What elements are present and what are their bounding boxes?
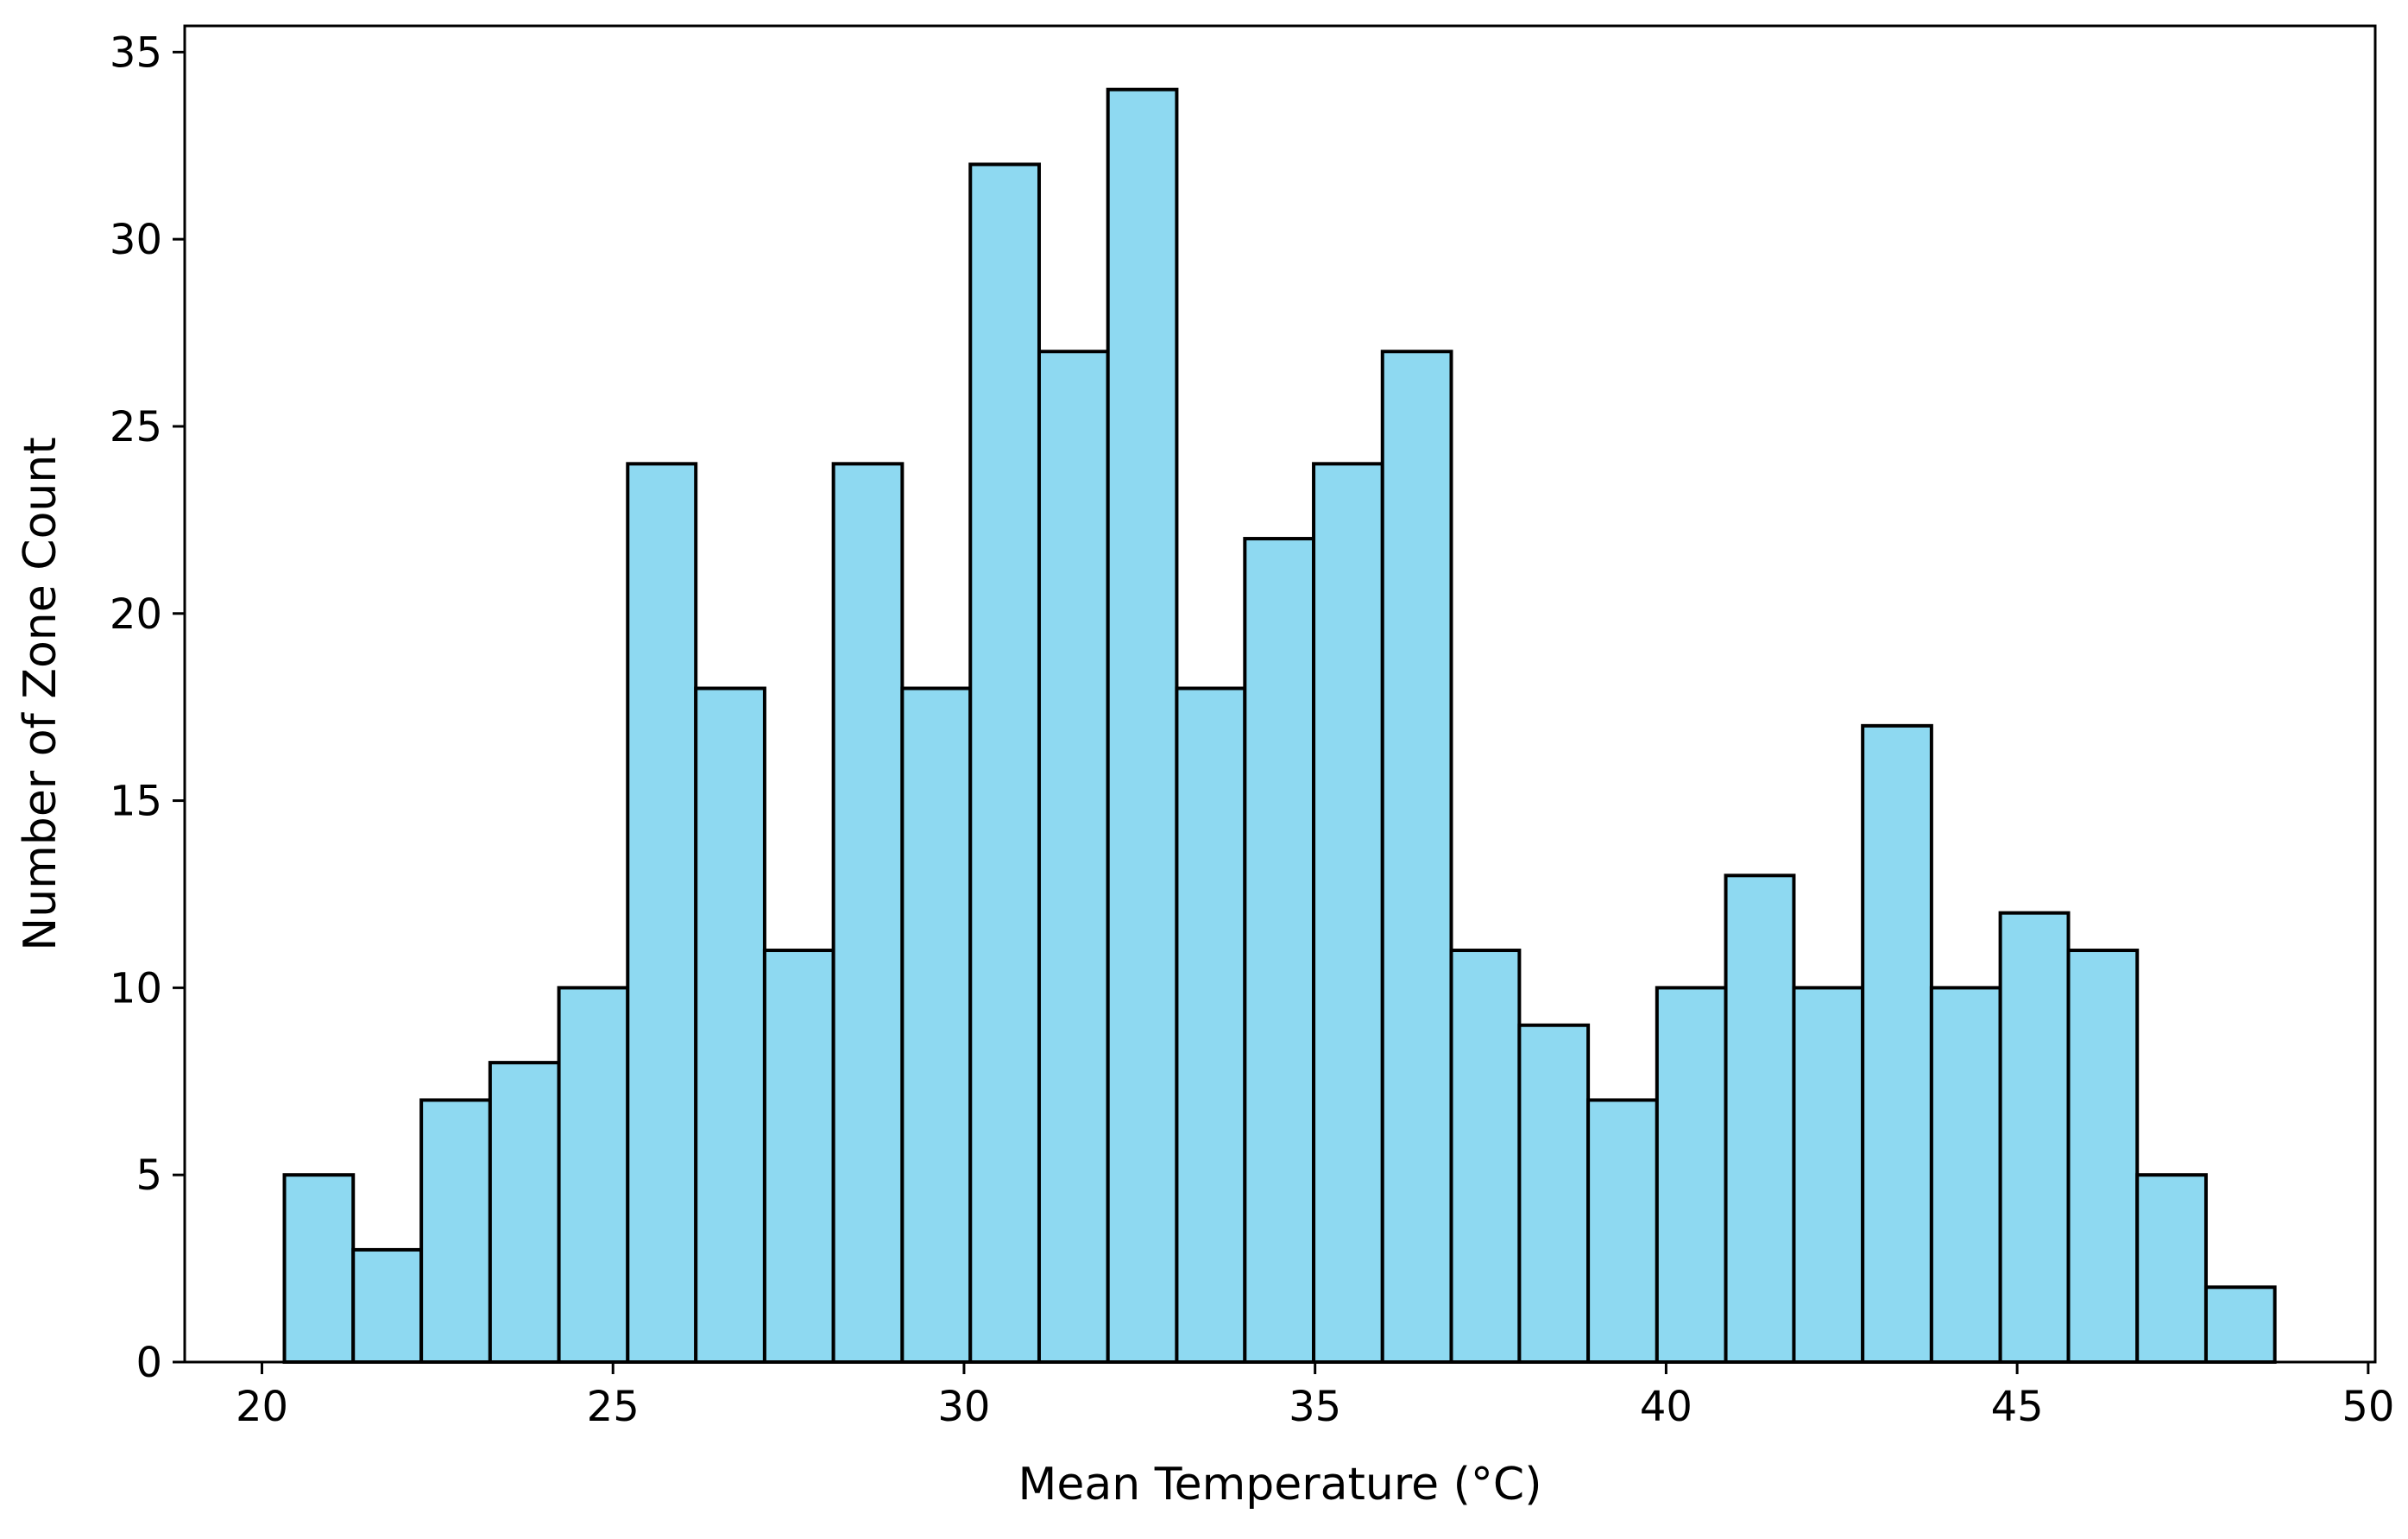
histogram-bar [1449, 949, 1522, 1365]
y-tick-label: 5 [136, 1151, 162, 1200]
x-axis-label: Mean Temperature (°C) [1018, 1459, 1541, 1511]
x-tick-label: 50 [2342, 1383, 2394, 1431]
histogram-bar [831, 462, 905, 1364]
histogram-bar [1929, 986, 2002, 1365]
x-tick-label: 40 [1640, 1383, 1693, 1431]
plot-frame [183, 24, 2377, 1364]
histogram-bar [968, 162, 1041, 1364]
histogram-bar [1586, 1098, 1659, 1364]
x-tick-label: 25 [587, 1383, 640, 1431]
histogram-bar [1724, 874, 1796, 1364]
histogram-bar [1792, 986, 1865, 1365]
histogram-bar [1380, 350, 1453, 1365]
histogram-bar [351, 1247, 424, 1365]
histogram-bar [557, 986, 630, 1365]
histogram-bar [488, 1061, 561, 1364]
y-tick-label: 35 [110, 28, 162, 77]
histogram-bar [1037, 350, 1110, 1365]
histogram-bar [2066, 949, 2140, 1365]
x-tick-label: 35 [1289, 1383, 1341, 1431]
histogram-bar [1243, 537, 1316, 1364]
y-tick-label: 20 [110, 590, 162, 639]
histogram-bar [2135, 1173, 2208, 1364]
y-tick-label: 25 [110, 403, 162, 451]
y-axis-label: Number of Zone Count [15, 437, 66, 950]
histogram-bar [1312, 462, 1384, 1364]
histogram-bar [900, 686, 973, 1364]
y-axis-ticks: 0 5 10 15 20 25 30 35 [110, 28, 185, 1387]
y-tick-label: 10 [110, 964, 162, 1012]
histogram-bar [1175, 686, 1247, 1364]
histogram-bar [1861, 723, 1933, 1364]
y-tick-label: 15 [110, 778, 162, 826]
x-tick-label: 30 [937, 1383, 990, 1431]
x-tick-label: 45 [1991, 1383, 2044, 1431]
histogram-bar [1517, 1023, 1591, 1365]
histogram-bar [419, 1098, 492, 1364]
histogram-bar [626, 462, 698, 1364]
y-tick-label: 0 [136, 1339, 162, 1387]
y-tick-label: 30 [110, 216, 162, 264]
histogram-bar [762, 949, 835, 1365]
histogram-bar [2203, 1285, 2277, 1365]
histogram-bar [1655, 986, 1728, 1365]
histogram-bar [282, 1173, 356, 1364]
bars-group [282, 87, 2277, 1365]
x-axis-ticks: 20 25 30 35 40 45 50 [236, 1362, 2394, 1431]
histogram-bar [1998, 911, 2071, 1364]
histogram-bar [1106, 87, 1179, 1365]
histogram-bar [694, 686, 766, 1364]
x-tick-label: 20 [236, 1383, 288, 1431]
